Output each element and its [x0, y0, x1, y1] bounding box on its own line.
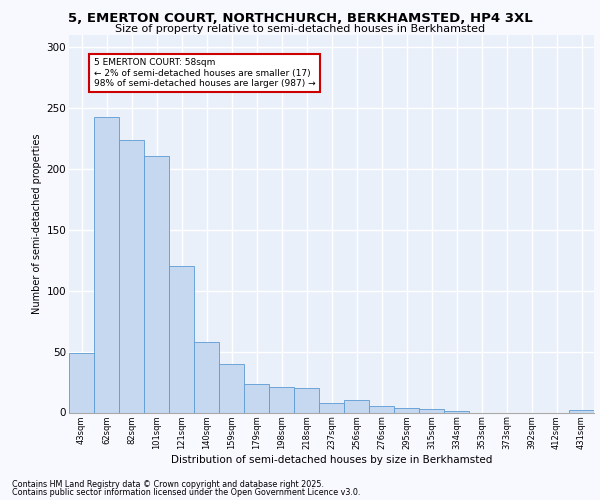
Y-axis label: Number of semi-detached properties: Number of semi-detached properties	[32, 134, 43, 314]
Bar	[419, 409, 444, 412]
X-axis label: Distribution of semi-detached houses by size in Berkhamsted: Distribution of semi-detached houses by …	[171, 455, 492, 465]
Bar	[194, 342, 219, 412]
Bar	[369, 406, 394, 412]
Bar	[144, 156, 169, 412]
Bar	[319, 403, 344, 412]
Bar	[219, 364, 244, 412]
Text: 5, EMERTON COURT, NORTHCHURCH, BERKHAMSTED, HP4 3XL: 5, EMERTON COURT, NORTHCHURCH, BERKHAMST…	[68, 12, 532, 26]
Text: Contains public sector information licensed under the Open Government Licence v3: Contains public sector information licen…	[12, 488, 361, 497]
Bar	[119, 140, 144, 412]
Bar	[344, 400, 369, 412]
Bar	[244, 384, 269, 412]
Bar	[169, 266, 194, 412]
Bar	[394, 408, 419, 412]
Bar	[94, 116, 119, 412]
Text: 5 EMERTON COURT: 58sqm
← 2% of semi-detached houses are smaller (17)
98% of semi: 5 EMERTON COURT: 58sqm ← 2% of semi-deta…	[94, 58, 316, 88]
Bar	[69, 353, 94, 412]
Bar	[269, 387, 294, 412]
Bar	[569, 410, 594, 412]
Text: Size of property relative to semi-detached houses in Berkhamsted: Size of property relative to semi-detach…	[115, 24, 485, 34]
Text: Contains HM Land Registry data © Crown copyright and database right 2025.: Contains HM Land Registry data © Crown c…	[12, 480, 324, 489]
Bar	[294, 388, 319, 412]
